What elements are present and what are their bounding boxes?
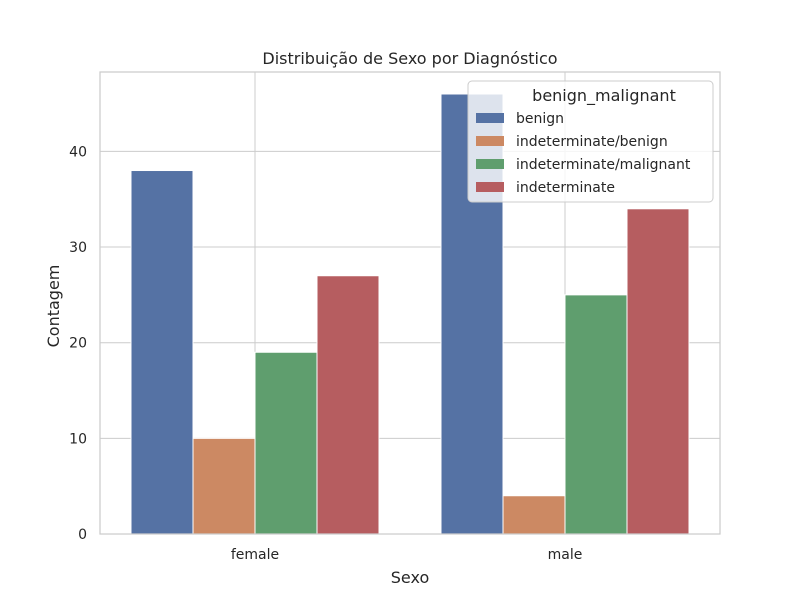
bar-indeterminate-benign-male [502,495,566,535]
y-axis-title: Contagem [44,265,63,348]
x-axis-title: Sexo [391,568,429,587]
x-axis-ticks: female male [231,547,583,563]
legend-title: benign_malignant [532,86,676,106]
axes-frame [99,71,721,535]
bar-indeterminate-benign-female [192,437,256,535]
x-tick-label: male [548,547,583,563]
bar-indeterminate-malignant-female [254,351,318,535]
legend-label: benign [516,111,564,127]
legend-label: indeterminate [516,180,615,196]
bar-indeterminate-malignant-male [564,294,628,535]
x-tick-label: female [231,547,279,563]
bar-indeterminate-female [316,275,380,535]
legend: benign_malignant benign indeterminate/ben… [467,80,714,203]
legend-box [467,80,714,203]
y-tick-label: 20 [69,336,87,352]
legend-swatch [476,159,504,169]
chart-title: Distribuição de Sexo por Diagnóstico [262,49,557,68]
y-tick-label: 30 [69,240,87,256]
legend-label: indeterminate/malignant [516,157,691,173]
legend-swatch [476,136,504,146]
y-axis-ticks: 0 10 20 30 40 [69,144,87,543]
y-tick-label: 10 [69,431,87,447]
legend-swatch [476,182,504,192]
y-tick-label: 40 [69,144,87,160]
legend-swatch [476,113,504,123]
bar-indeterminate-male [626,208,690,535]
bar-benign-female [130,170,194,535]
legend-label: indeterminate/benign [516,134,668,150]
plot-frame [99,71,721,535]
y-tick-label: 0 [78,527,87,543]
